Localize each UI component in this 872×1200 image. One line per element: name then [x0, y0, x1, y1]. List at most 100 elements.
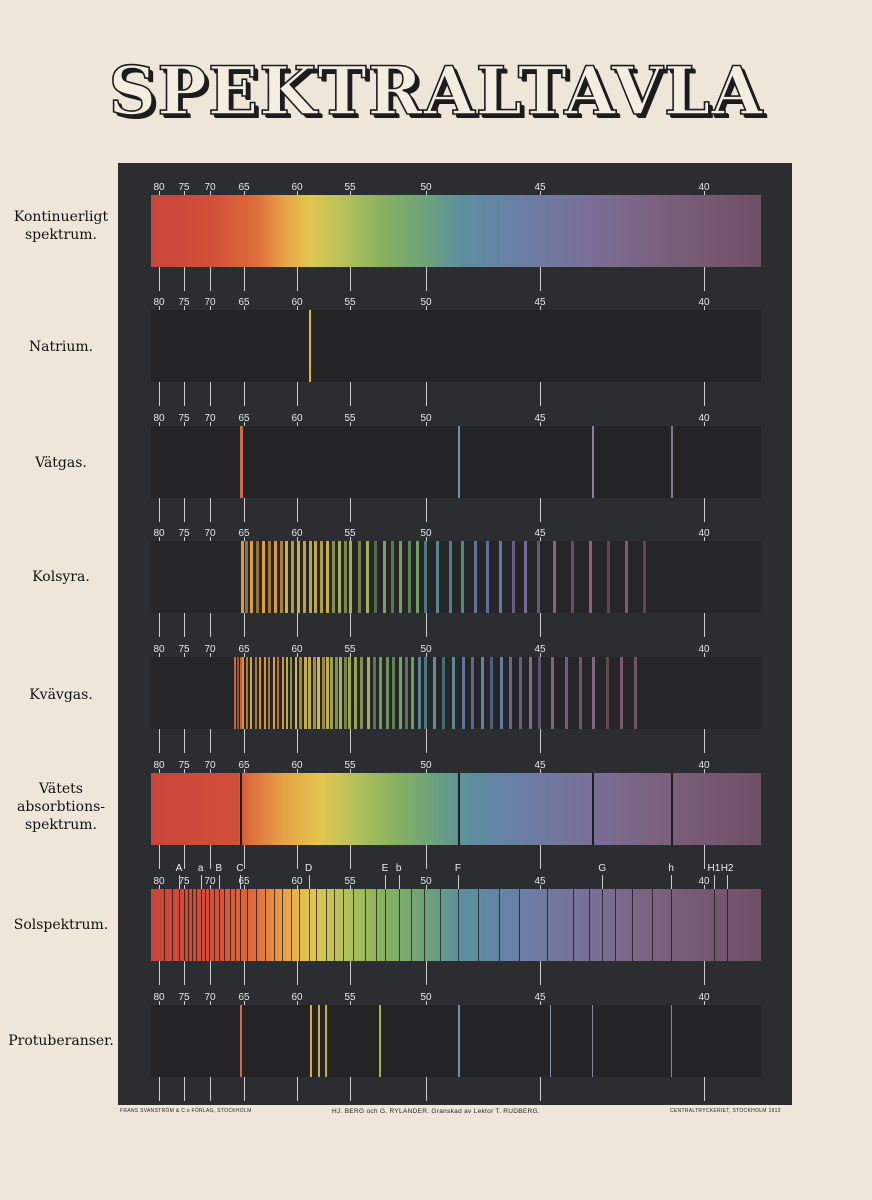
tick-mark-below	[210, 498, 211, 522]
band-line	[314, 541, 318, 613]
tick-mark	[426, 1001, 427, 1005]
fraunhofer-line	[230, 889, 232, 961]
tick-mark-below	[704, 382, 705, 406]
tick-mark	[704, 1001, 705, 1005]
footer-publisher: FRANS SVANSTRÖM & C:o FÖRLAG, STOCKHOLM	[120, 1108, 252, 1114]
tick-label-65: 65	[238, 644, 250, 655]
tick-mark	[159, 769, 160, 773]
tick-mark	[210, 885, 211, 889]
spectrum-strip-natrium	[151, 310, 761, 382]
band-line	[392, 657, 396, 729]
band-line	[486, 541, 490, 613]
tick-label-65: 65	[238, 876, 250, 887]
tick-label-70: 70	[204, 297, 216, 308]
band-line	[373, 657, 377, 729]
band-line	[273, 541, 277, 613]
tick-label-40: 40	[698, 182, 710, 193]
tick-label-55: 55	[344, 876, 356, 887]
tick-mark-below	[704, 498, 705, 522]
tick-label-40: 40	[698, 760, 710, 771]
tick-label-65: 65	[238, 413, 250, 424]
band-line	[317, 657, 321, 729]
fraunhofer-line	[204, 889, 206, 961]
fraunhofer-line	[651, 889, 653, 961]
band-line	[267, 541, 271, 613]
band-line	[263, 657, 266, 729]
poster-title: SPEKTRALTAVLA	[108, 51, 764, 131]
tick-mark	[297, 191, 298, 195]
tick-mark-below	[244, 498, 245, 522]
spectrum-strip-kvavgas	[151, 657, 761, 729]
spectrum-strip-kolsyra	[151, 541, 761, 613]
tick-label-45: 45	[534, 644, 546, 655]
emission-line	[549, 1005, 551, 1077]
tick-mark	[297, 885, 298, 889]
tick-label-60: 60	[291, 297, 303, 308]
tick-label-55: 55	[344, 297, 356, 308]
tick-mark	[244, 653, 245, 657]
row-label-protuberanser: Protuberanser.	[8, 1033, 114, 1049]
band-line	[303, 657, 307, 729]
tick-label-40: 40	[698, 876, 710, 887]
absorption-line	[671, 773, 674, 845]
fraunhofer-line	[179, 889, 180, 961]
tick-label-60: 60	[291, 182, 303, 193]
tick-mark-below	[540, 729, 541, 753]
band-line	[353, 657, 357, 729]
fraunhofer-tick	[457, 875, 459, 889]
tick-mark-below	[184, 845, 185, 869]
fraunhofer-line	[214, 889, 216, 961]
tick-mark-below	[426, 613, 427, 637]
band-line	[461, 657, 465, 729]
band-line	[297, 541, 300, 613]
fraunhofer-line	[384, 889, 386, 961]
tick-mark	[159, 306, 160, 310]
tick-mark	[159, 885, 160, 889]
tick-mark-below	[184, 1077, 185, 1101]
fraunhofer-tick	[384, 875, 386, 889]
tick-mark-below	[540, 961, 541, 985]
tick-label-75: 75	[178, 992, 190, 1003]
fraunhofer-line	[171, 889, 173, 961]
tick-mark	[297, 769, 298, 773]
fraunhofer-tick	[398, 875, 400, 889]
band-line	[442, 657, 446, 729]
tick-mark-below	[297, 267, 298, 291]
band-line	[331, 541, 335, 613]
spectrum-strip-solspektrum	[151, 889, 761, 961]
band-line	[607, 541, 611, 613]
tick-mark	[540, 769, 541, 773]
emission-line	[378, 1005, 381, 1077]
tick-label-40: 40	[698, 528, 710, 539]
band-line	[357, 541, 361, 613]
band-line	[254, 657, 257, 729]
tick-mark	[350, 306, 351, 310]
band-line	[417, 657, 421, 729]
emission-line	[592, 426, 595, 498]
fraunhofer-line	[424, 889, 426, 961]
band-line	[312, 657, 316, 729]
spectrum-strip-kontinuerligt	[151, 195, 761, 267]
tick-label-70: 70	[204, 876, 216, 887]
fraunhofer-label-E: E	[381, 863, 389, 874]
fraunhofer-line	[273, 889, 275, 961]
band-line	[256, 541, 260, 613]
tick-label-45: 45	[534, 760, 546, 771]
fraunhofer-line	[334, 889, 336, 961]
tick-mark-below	[159, 1077, 160, 1101]
tick-mark	[159, 537, 160, 541]
tick-mark-below	[244, 729, 245, 753]
fraunhofer-line	[478, 889, 480, 961]
tick-mark	[210, 306, 211, 310]
tick-mark-below	[159, 382, 160, 406]
footer-authors: HJ. BERG och G. RYLANDER. Granskad av Le…	[331, 1108, 540, 1115]
absorption-line	[457, 773, 460, 845]
tick-label-75: 75	[178, 760, 190, 771]
band-line	[592, 657, 596, 729]
band-line	[321, 657, 325, 729]
tick-label-45: 45	[534, 992, 546, 1003]
band-line	[279, 541, 283, 613]
fraunhofer-line	[615, 889, 617, 961]
emission-line	[592, 1005, 594, 1077]
tick-mark-below	[184, 382, 185, 406]
